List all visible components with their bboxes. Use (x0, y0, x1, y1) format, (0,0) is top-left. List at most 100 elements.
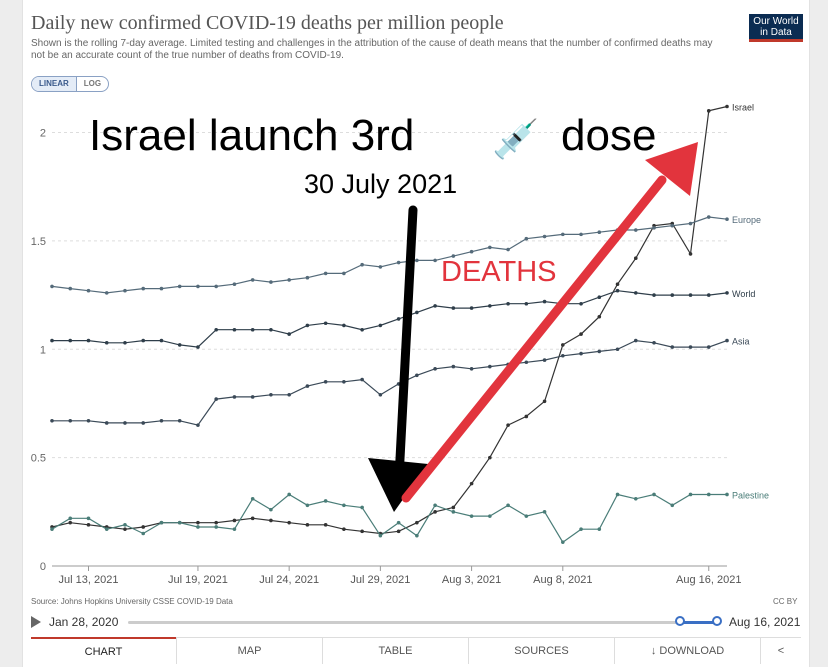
y-tick-label: 1.5 (31, 236, 46, 248)
black-arrow-shaft (394, 205, 418, 483)
data-point-europe (287, 278, 291, 282)
timeline-track[interactable] (128, 621, 718, 624)
data-point-israel (561, 343, 565, 347)
y-tick-label: 0 (40, 561, 46, 573)
data-point-israel (725, 104, 729, 109)
data-point-europe (488, 245, 492, 250)
data-point-world (396, 317, 401, 321)
data-point-europe (305, 275, 310, 280)
data-point-israel (451, 505, 456, 510)
data-point-world (451, 306, 456, 310)
data-point-world (86, 338, 91, 343)
data-point-europe (415, 258, 419, 263)
data-point-europe (323, 271, 328, 276)
data-point-palestine (396, 520, 401, 525)
data-point-palestine (451, 510, 456, 514)
data-point-europe (597, 230, 602, 235)
data-point-palestine (287, 492, 291, 497)
timeline-end-handle[interactable] (712, 616, 722, 626)
log-scale-button[interactable]: LOG (75, 77, 108, 91)
data-point-asia (250, 395, 255, 399)
data-point-asia (524, 360, 529, 365)
data-point-asia (177, 418, 182, 423)
data-point-israel (706, 109, 711, 113)
data-point-israel (415, 520, 419, 525)
data-point-world (287, 332, 291, 336)
chart-card (22, 0, 810, 667)
data-point-asia (86, 418, 91, 423)
data-point-world (670, 293, 675, 297)
data-point-asia (360, 377, 364, 382)
data-point-israel (633, 256, 638, 261)
timeline: Jan 28, 2020 Aug 16, 2021 (31, 613, 801, 631)
tab-download[interactable]: ↓ DOWNLOAD (614, 638, 760, 664)
data-point-world (378, 323, 383, 328)
tab-chart[interactable]: CHART (31, 637, 176, 664)
annotation-deaths-label: DEATHS (441, 256, 556, 288)
data-point-israel (323, 523, 328, 527)
data-point-world (269, 327, 273, 332)
data-point-world (415, 310, 419, 315)
data-point-europe (159, 286, 164, 291)
data-point-europe (652, 226, 656, 230)
tab-map[interactable]: MAP (176, 638, 322, 664)
data-point-palestine (342, 503, 346, 508)
data-point-asia (670, 345, 675, 349)
data-point-palestine (305, 503, 310, 508)
data-point-israel (524, 414, 529, 419)
data-point-asia (451, 364, 456, 369)
data-point-europe (196, 284, 200, 289)
data-point-world (232, 327, 237, 332)
data-point-europe (50, 284, 54, 289)
series-line-asia (52, 339, 728, 426)
syringe-icon: 💉 (492, 117, 539, 161)
data-point-israel (615, 282, 620, 287)
data-point-world (360, 327, 364, 332)
linear-scale-button[interactable]: LINEAR (32, 77, 76, 91)
tab-sources[interactable]: SOURCES (468, 638, 614, 664)
data-point-europe (250, 278, 255, 282)
data-point-palestine (104, 527, 109, 531)
data-point-palestine (652, 492, 656, 497)
data-point-asia (652, 340, 656, 345)
source-link[interactable]: Source: Johns Hopkins University CSSE CO… (31, 597, 233, 606)
data-point-israel (396, 529, 401, 534)
series-label-europe: Europe (732, 215, 761, 225)
data-point-world (488, 304, 492, 308)
owid-logo[interactable]: Our World in Data (749, 14, 803, 42)
tab-table[interactable]: TABLE (322, 638, 468, 664)
x-tick-label: Aug 8, 2021 (533, 574, 592, 586)
license-link[interactable]: CC BY (773, 597, 798, 606)
data-point-world (159, 338, 164, 343)
data-point-asia (232, 395, 237, 399)
data-point-europe (506, 247, 510, 252)
annotation-headline-suffix: dose (561, 111, 656, 160)
data-point-palestine (469, 514, 474, 518)
data-point-world (104, 340, 109, 345)
data-point-asia (706, 345, 711, 349)
data-point-world (615, 288, 620, 293)
data-point-palestine (561, 540, 565, 544)
data-point-palestine (633, 497, 638, 501)
data-point-palestine (688, 492, 693, 497)
scale-toggle[interactable]: LINEAR LOG (31, 76, 110, 92)
data-point-asia (123, 421, 127, 425)
data-point-europe (177, 284, 182, 289)
data-point-asia (104, 421, 109, 425)
data-point-palestine (196, 525, 200, 529)
series-line-world (52, 290, 728, 348)
data-point-asia (305, 384, 310, 388)
red-arrow-shaft (401, 175, 667, 503)
data-point-israel (269, 518, 273, 523)
data-point-asia (433, 366, 437, 371)
data-point-asia (50, 418, 54, 423)
series-label-world: World (732, 289, 755, 299)
x-tick-label: Jul 13, 2021 (59, 574, 119, 586)
data-point-world (342, 323, 346, 328)
data-point-palestine (177, 520, 182, 525)
data-point-israel (542, 399, 547, 404)
play-icon[interactable] (31, 616, 41, 628)
data-point-israel (488, 455, 492, 460)
timeline-start-handle[interactable] (675, 616, 685, 626)
tab-share[interactable]: < (760, 638, 801, 664)
